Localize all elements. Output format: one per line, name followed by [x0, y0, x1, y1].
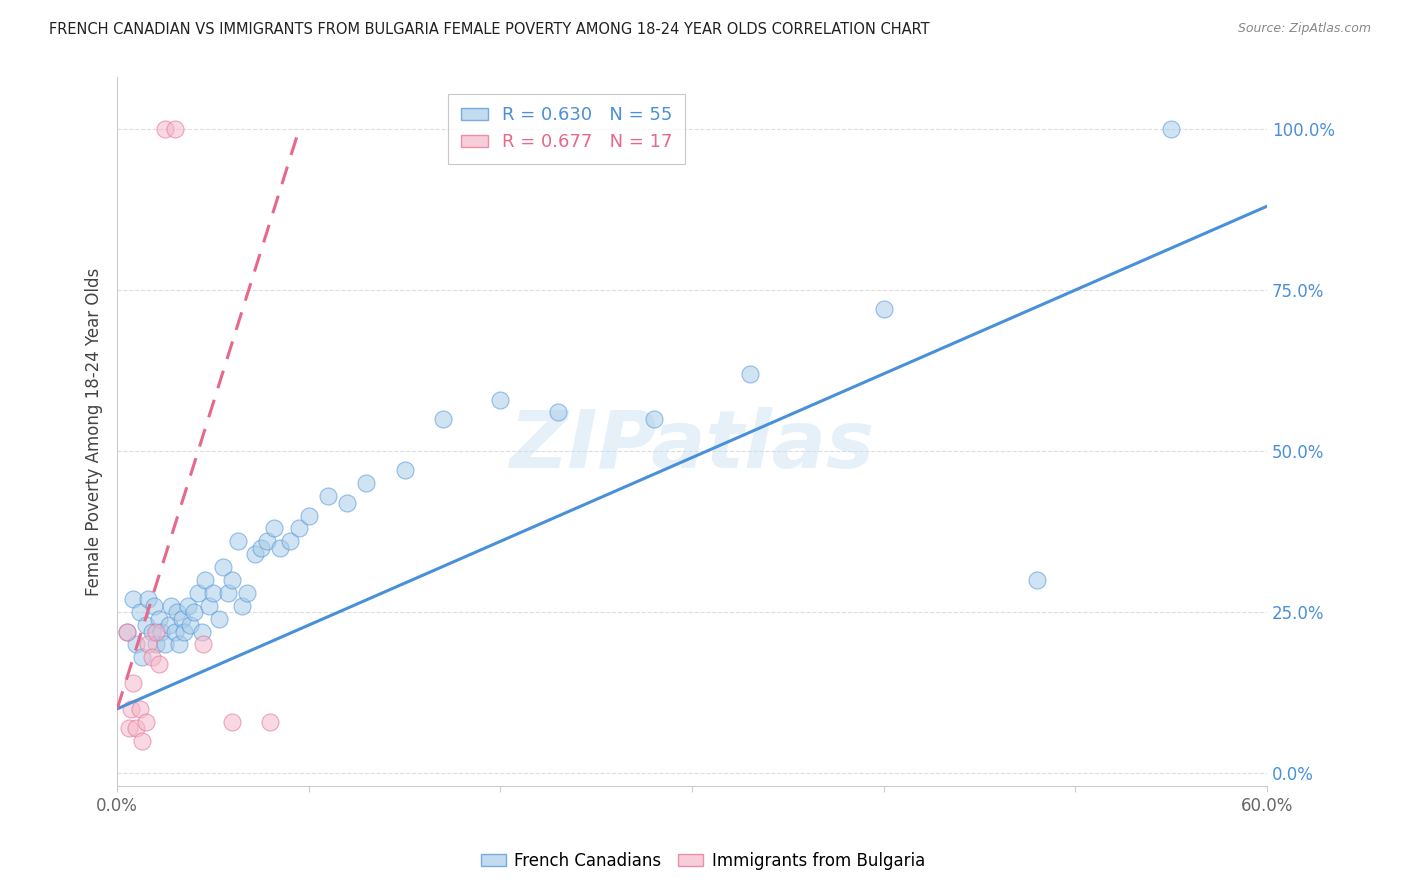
Point: [221, 573, 243, 587]
Point: [115, 624, 138, 639]
Point: [198, 599, 221, 613]
Text: Source: ZipAtlas.com: Source: ZipAtlas.com: [1237, 22, 1371, 36]
Point: [131, 650, 153, 665]
Point: [153, 122, 176, 136]
Point: [145, 637, 167, 651]
Point: [115, 624, 138, 639]
Point: [489, 392, 512, 407]
Point: [193, 637, 215, 651]
Point: [179, 618, 201, 632]
Point: [118, 721, 141, 735]
Text: ZIPatlas: ZIPatlas: [509, 407, 875, 485]
Point: [236, 586, 259, 600]
Point: [148, 657, 170, 671]
Point: [163, 624, 186, 639]
Point: [136, 592, 159, 607]
Point: [121, 592, 143, 607]
Point: [135, 618, 157, 632]
Point: [129, 605, 152, 619]
Point: [231, 599, 253, 613]
Point: [129, 702, 152, 716]
Point: [394, 463, 416, 477]
Point: [125, 637, 148, 651]
Point: [141, 624, 163, 639]
Point: [148, 612, 170, 626]
Legend: French Canadians, Immigrants from Bulgaria: French Canadians, Immigrants from Bulgar…: [474, 846, 932, 877]
Point: [226, 534, 249, 549]
Point: [259, 714, 281, 729]
Point: [167, 637, 190, 651]
Point: [872, 302, 894, 317]
Point: [547, 405, 569, 419]
Text: FRENCH CANADIAN VS IMMIGRANTS FROM BULGARIA FEMALE POVERTY AMONG 18-24 YEAR OLDS: FRENCH CANADIAN VS IMMIGRANTS FROM BULGA…: [49, 22, 929, 37]
Point: [278, 534, 301, 549]
Point: [145, 624, 167, 639]
Point: [150, 624, 173, 639]
Point: [142, 599, 165, 613]
Point: [221, 714, 243, 729]
Point: [173, 624, 195, 639]
Point: [135, 714, 157, 729]
Point: [194, 573, 217, 587]
Point: [153, 637, 176, 651]
Point: [187, 586, 209, 600]
Point: [263, 521, 285, 535]
Point: [121, 676, 143, 690]
Point: [336, 496, 359, 510]
Point: [190, 624, 212, 639]
Point: [250, 541, 273, 555]
Point: [125, 721, 148, 735]
Point: [269, 541, 291, 555]
Point: [157, 618, 180, 632]
Point: [141, 650, 163, 665]
Point: [356, 476, 378, 491]
Point: [432, 412, 454, 426]
Point: [201, 586, 224, 600]
Point: [177, 599, 200, 613]
Point: [208, 612, 231, 626]
Point: [163, 122, 186, 136]
Point: [256, 534, 278, 549]
Point: [217, 586, 239, 600]
Point: [120, 702, 142, 716]
Point: [243, 547, 266, 561]
Point: [160, 599, 183, 613]
Point: [1160, 122, 1182, 136]
Point: [316, 489, 339, 503]
Legend: R = 0.630   N = 55, R = 0.677   N = 17: R = 0.630 N = 55, R = 0.677 N = 17: [449, 94, 686, 164]
Point: [136, 637, 159, 651]
Point: [166, 605, 188, 619]
Point: [183, 605, 205, 619]
Point: [643, 412, 665, 426]
Point: [172, 612, 194, 626]
Point: [1026, 573, 1049, 587]
Point: [288, 521, 311, 535]
Point: [738, 367, 761, 381]
Point: [131, 734, 153, 748]
Y-axis label: Female Poverty Among 18-24 Year Olds: Female Poverty Among 18-24 Year Olds: [86, 268, 103, 596]
Point: [211, 560, 233, 574]
Point: [298, 508, 321, 523]
